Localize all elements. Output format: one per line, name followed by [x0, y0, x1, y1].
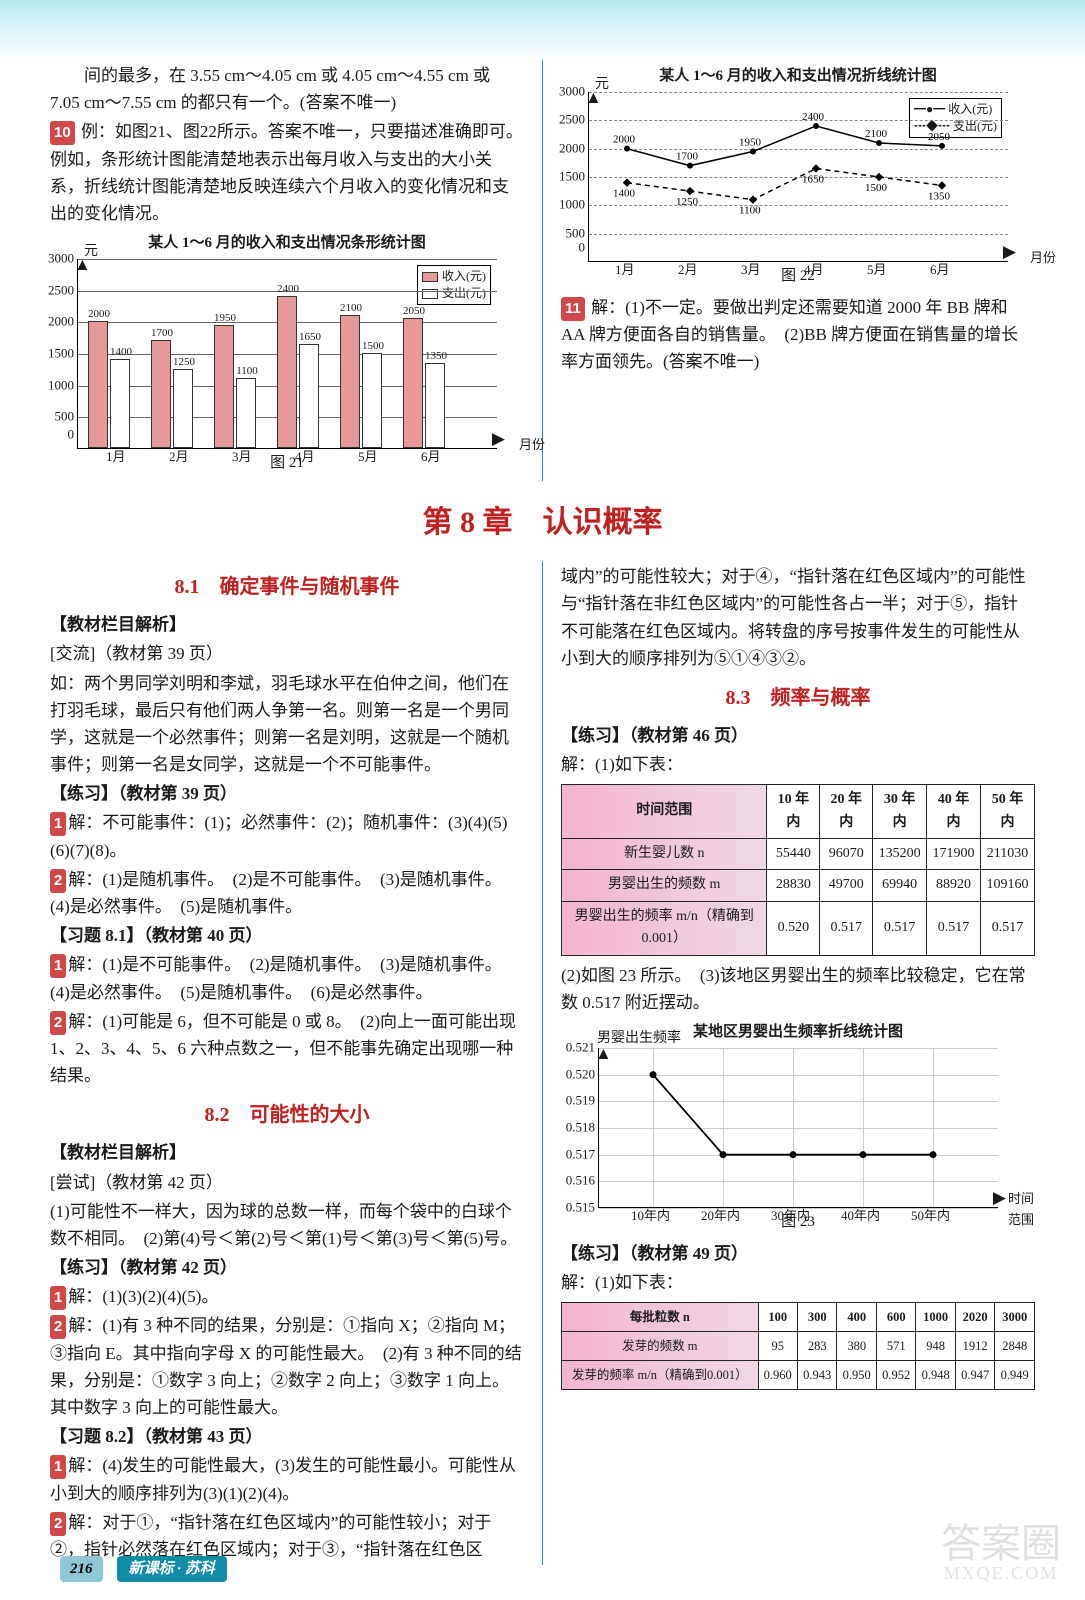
bar-chart: 元 ▲ ▶ 月份 收入(元) 支出(元) 0500100015002000250…: [77, 259, 497, 449]
p-top-1: 间的最多，在 3.55 cm～4.05 cm 或 4.05 cm～4.55 cm…: [50, 62, 524, 116]
watermark: 答案圈 MXQE.COM: [941, 1524, 1061, 1582]
svg-text:1250: 1250: [676, 196, 699, 208]
body-row: 8.1 确定事件与随机事件 【教材栏目解析】 [交流]（教材第 39 页） 如：…: [50, 561, 1035, 1565]
chapter-title: 第 8 章 认识概率: [50, 499, 1035, 547]
svg-text:1500: 1500: [865, 182, 888, 194]
line-title: 某人 1～6 月的收入和支出情况折线统计图: [561, 64, 1035, 88]
s83-p3: 解：(1)如下表：: [561, 1269, 1035, 1296]
s82-p2: 1解：(1)(3)(2)(4)(5)。: [50, 1283, 524, 1310]
line-chart-1: 元 ▲ ▶ 月份 ━●━ 收入(元) ┅◆┅ 支出(元) 05001000150…: [588, 92, 1008, 262]
s81-title: 8.1 确定事件与随机事件: [50, 571, 524, 603]
s82-p5b: 域内”的可能性较大；对于④，“指针落在红色区域内”的可能性与“指针落在非红色区域…: [561, 563, 1035, 672]
freq-xend: 时间 范围: [1008, 1189, 1034, 1231]
s82-l1: [尝试]（教材第 42 页）: [50, 1169, 524, 1196]
svg-text:2100: 2100: [865, 128, 888, 140]
arrow-x: ▶: [492, 425, 505, 452]
legend-out: 支出(元): [442, 286, 486, 300]
freq-chart: 男婴出生频率 ▲ ▶ 时间 范围 0.5150.5160.5170.5180.5…: [598, 1048, 998, 1208]
s81-l1: [交流]（教材第 39 页）: [50, 640, 524, 667]
s82-p1: (1)可能性不一样大，因为球的总数一样，而每个袋中的白球个数不相同。 (2)第(…: [50, 1198, 524, 1252]
s81-p4: 1解：(1)是不可能事件。 (2)是随机事件。 (3)是随机事件。 (4)是必然…: [50, 951, 524, 1005]
svg-text:1650: 1650: [802, 174, 825, 186]
col-left: 8.1 确定事件与随机事件 【教材栏目解析】 [交流]（教材第 39 页） 如：…: [50, 561, 524, 1565]
col-right: 域内”的可能性较大；对于④，“指针落在红色区域内”的可能性与“指针落在非红色区域…: [561, 561, 1035, 1565]
legend-in: 收入(元): [442, 269, 486, 283]
top-left: 间的最多，在 3.55 cm～4.05 cm 或 4.05 cm～4.55 cm…: [50, 60, 524, 481]
s81-p5: 2解：(1)可能是 6，但不可能是 0 或 8。 (2)向上一面可能出现 1、2…: [50, 1008, 524, 1090]
svg-text:1950: 1950: [739, 137, 762, 149]
s81-l3: 【习题 8.1】（教材第 40 页）: [50, 922, 524, 949]
watermark-big: 答案圈: [941, 1521, 1061, 1566]
line-xunit: 月份: [1030, 248, 1056, 269]
watermark-small: MXQE.COM: [941, 1564, 1061, 1582]
s82-title: 8.2 可能性的大小: [50, 1099, 524, 1131]
s81-l2: 【练习】（教材第 39 页）: [50, 780, 524, 807]
qnum-10: 10: [50, 121, 75, 145]
s83-l2: 【练习】（教材第 49 页）: [561, 1240, 1035, 1267]
svg-text:1400: 1400: [613, 188, 636, 200]
svg-text:1350: 1350: [928, 191, 951, 203]
table-2: 每批粒数 n100300400600100020203000发芽的频数 m952…: [561, 1302, 1035, 1390]
p-q11-text: 解：(1)不一定。要做出判定还需要知道 2000 年 BB 牌和 AA 牌方便面…: [561, 298, 1018, 371]
s82-h1: 【教材栏目解析】: [50, 1139, 524, 1166]
s82-l3: 【习题 8.2】（教材第 43 页）: [50, 1423, 524, 1450]
bar-xunit: 月份: [519, 435, 545, 456]
top-right: 某人 1～6 月的收入和支出情况折线统计图 元 ▲ ▶ 月份 ━●━ 收入(元)…: [561, 60, 1035, 481]
p-top-2-text: 例：如图21、图22所示。答案不唯一，只要描述准确即可。例如，条形统计图能清楚地…: [50, 122, 523, 223]
s82-p5: 2解：对于①，“指针落在红色区域内”的可能性较小；对于②，指针必然落在红色区域内…: [50, 1509, 524, 1563]
s82-p4: 1解：(4)发生的可能性最大，(3)发生的可能性最小。可能性从小到大的顺序排列为…: [50, 1452, 524, 1506]
s82-l2: 【练习】（教材第 42 页）: [50, 1254, 524, 1281]
s82-p3: 2解：(1)有 3 种不同的结果，分别是：①指向 X；②指向 M；③指向 E。其…: [50, 1312, 524, 1421]
p-q11: 11 解：(1)不一定。要做出判定还需要知道 2000 年 BB 牌和 AA 牌…: [561, 294, 1035, 376]
qnum-11: 11: [561, 297, 585, 321]
svg-text:1700: 1700: [676, 151, 699, 163]
s83-p2: (2)如图 23 所示。 (3)该地区男婴出生的频率比较稳定，它在常数 0.51…: [561, 962, 1035, 1016]
bar-legend: 收入(元) 支出(元): [417, 265, 491, 305]
page-footer: 216 新课标 · 苏科: [0, 1556, 227, 1582]
s83-l1: 【练习】（教材第 46 页）: [561, 722, 1035, 749]
top-row: 间的最多，在 3.55 cm～4.05 cm 或 4.05 cm～4.55 cm…: [50, 60, 1035, 481]
s83-p1: 解：(1)如下表：: [561, 751, 1035, 778]
bar-title: 某人 1～6 月的收入和支出情况条形统计图: [50, 231, 524, 255]
s81-p3: 2解：(1)是随机事件。 (2)是不可能事件。 (3)是随机事件。 (4)是必然…: [50, 866, 524, 920]
s81-p2: 1解：不可能事件：(1)；必然事件：(2)；随机事件：(3)(4)(5)(6)(…: [50, 809, 524, 863]
arrow-y: ▲: [74, 251, 91, 278]
svg-text:2400: 2400: [802, 111, 825, 123]
s81-p1: 如：两个男同学刘明和李斌，羽毛球水平在伯仲之间，他们在打羽毛球，最后只有他们两人…: [50, 670, 524, 779]
footer-brand: 新课标 · 苏科: [117, 1556, 227, 1582]
svg-text:2050: 2050: [928, 131, 951, 143]
page: 间的最多，在 3.55 cm～4.05 cm 或 4.05 cm～4.55 cm…: [0, 0, 1085, 1600]
s83-title: 8.3 频率与概率: [561, 682, 1035, 714]
table-1: 时间范围10 年内20 年内30 年内40 年内50 年内新生婴儿数 n5544…: [561, 784, 1035, 955]
page-number: 216: [60, 1556, 103, 1582]
s81-h1: 【教材栏目解析】: [50, 611, 524, 638]
p-top-2: 10 例：如图21、图22所示。答案不唯一，只要描述准确即可。例如，条形统计图能…: [50, 118, 524, 227]
svg-text:2000: 2000: [613, 134, 636, 146]
svg-text:1100: 1100: [739, 205, 761, 217]
